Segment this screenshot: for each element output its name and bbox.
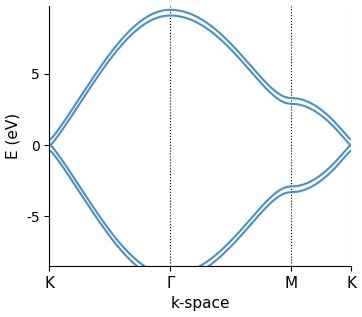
Y-axis label: E (eV): E (eV) [5, 113, 21, 159]
X-axis label: k-space: k-space [171, 296, 230, 311]
